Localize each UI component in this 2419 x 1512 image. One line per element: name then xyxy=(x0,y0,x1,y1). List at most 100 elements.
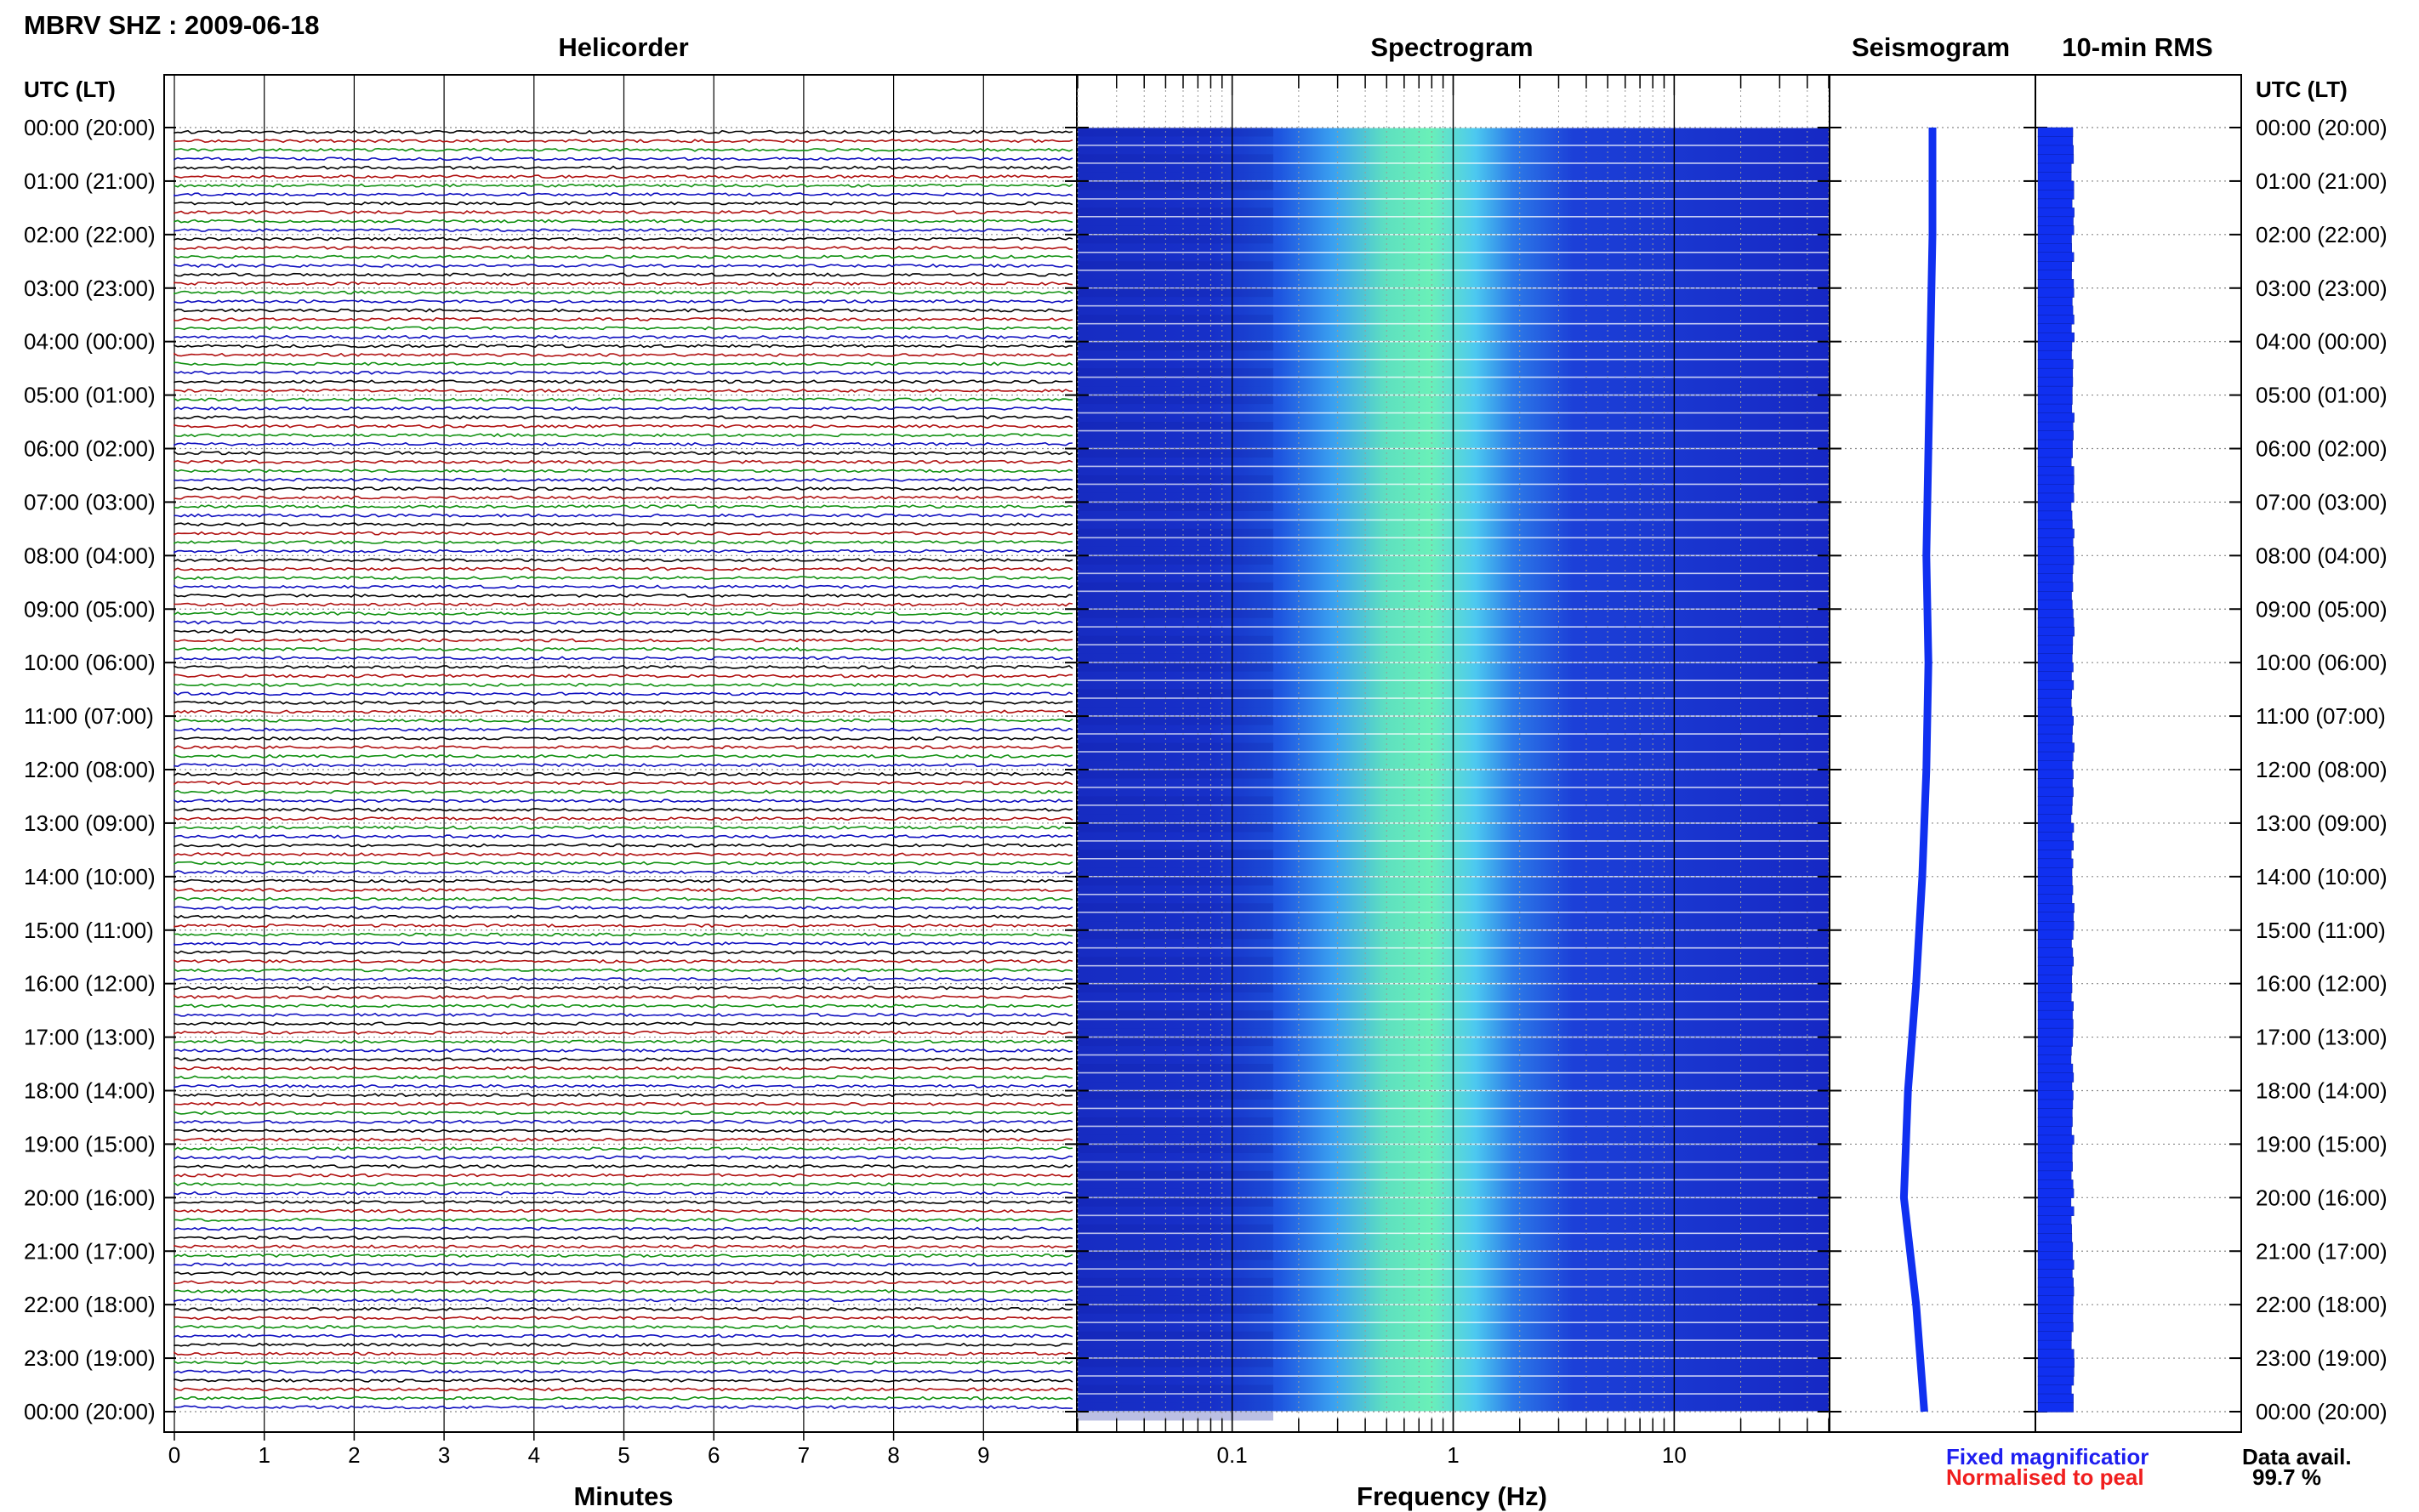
helicorder-trace xyxy=(174,308,1073,313)
rms-bar xyxy=(2037,992,2072,1003)
helicorder-trace xyxy=(174,799,1073,804)
helicorder-trace xyxy=(174,1395,1073,1401)
spectrogram-lowfreq-band xyxy=(1078,822,1273,833)
rms-bar xyxy=(2037,689,2072,699)
spectrogram-lowfreq-band xyxy=(1078,528,1273,538)
rms-bar xyxy=(2037,787,2074,798)
rms-bar xyxy=(2037,804,2073,816)
time-tick-label-right: 01:00 (21:00) xyxy=(2256,168,2388,194)
helicorder-trace xyxy=(174,1012,1073,1017)
helicorder-trace xyxy=(174,628,1073,634)
helicorder-trace xyxy=(174,344,1073,349)
spectrogram-lowfreq-band xyxy=(1078,359,1273,369)
rms-bar xyxy=(2037,1251,2073,1261)
helicorder-trace xyxy=(174,281,1073,287)
data-availability-label: Data avail. xyxy=(2242,1444,2352,1469)
helicorder-trace xyxy=(174,219,1073,224)
helicorder-trace xyxy=(174,584,1073,589)
rms-bar xyxy=(2037,876,2073,887)
spectrogram-lowfreq-band xyxy=(1078,840,1273,850)
helicorder-trace xyxy=(174,1200,1073,1205)
spectrogram-lowfreq-band xyxy=(1078,573,1273,583)
rms-bar xyxy=(2037,555,2075,566)
rms-bar xyxy=(2037,305,2074,315)
time-tick-label-right: 18:00 (14:00) xyxy=(2256,1078,2388,1104)
time-tick-label-left: 17:00 (13:00) xyxy=(24,1025,156,1050)
helicorder-trace xyxy=(174,638,1073,643)
time-tick-label-left: 19:00 (15:00) xyxy=(24,1131,156,1157)
helicorder-trace xyxy=(174,450,1073,456)
minute-tick-label: 8 xyxy=(887,1442,899,1468)
rms-bar xyxy=(2037,644,2073,655)
rms-panel xyxy=(2035,74,2242,1433)
rms-bar xyxy=(2037,715,2074,726)
helicorder-trace xyxy=(174,531,1073,536)
spectrogram-lowfreq-band xyxy=(1078,1170,1273,1180)
helicorder-trace xyxy=(174,1316,1073,1321)
rms-bar xyxy=(2037,582,2074,592)
minute-tick-label: 4 xyxy=(528,1442,540,1468)
helicorder-trace xyxy=(174,727,1073,732)
rms-bar xyxy=(2037,367,2074,378)
helicorder-trace xyxy=(174,1271,1073,1276)
helicorder-trace xyxy=(174,620,1073,625)
rms-bar xyxy=(2037,885,2074,895)
helicorder-trace xyxy=(174,1164,1073,1169)
rms-bar xyxy=(2037,1019,2074,1029)
spectrogram-lowfreq-band xyxy=(1078,1402,1273,1412)
spectrogram-lowfreq-band xyxy=(1078,1305,1273,1314)
spectrogram-lowfreq-band xyxy=(1078,1322,1273,1332)
rms-bar xyxy=(2037,1242,2074,1252)
helicorder-trace xyxy=(174,968,1073,973)
helicorder-trace xyxy=(174,1298,1073,1303)
rms-bar xyxy=(2037,1322,2074,1333)
spectrogram-lowfreq-band xyxy=(1078,662,1273,672)
rms-bar xyxy=(2037,475,2075,486)
spectrogram-lowfreq-band xyxy=(1078,412,1273,423)
spectrogram-lowfreq-band xyxy=(1078,1179,1273,1189)
spectrogram-lowfreq-band xyxy=(1078,1340,1273,1350)
spectrogram-lowfreq-band xyxy=(1078,457,1273,467)
helicorder-trace xyxy=(174,1306,1073,1311)
time-tick-label-left: 07:00 (03:00) xyxy=(24,489,156,514)
spectrogram-lowfreq-band xyxy=(1078,333,1273,342)
helicorder-trace xyxy=(174,228,1073,233)
rms-bar xyxy=(2037,751,2074,762)
spectrogram-lowfreq-band xyxy=(1078,725,1273,735)
helicorder-trace xyxy=(174,887,1073,893)
rms-bar xyxy=(2037,1339,2072,1350)
frequency-tick-label: 10 xyxy=(1662,1442,1687,1468)
spectrogram-lowfreq-band xyxy=(1078,1384,1273,1395)
spectrogram-lowfreq-band xyxy=(1078,323,1273,333)
spectrogram-lowfreq-band xyxy=(1078,796,1273,805)
rms-bar xyxy=(2037,510,2073,521)
time-axis-label-left: UTC (LT) xyxy=(24,77,116,102)
time-tick-label-right: 17:00 (13:00) xyxy=(2256,1025,2388,1050)
rms-bar xyxy=(2037,1277,2074,1287)
rms-bar xyxy=(2037,162,2072,173)
spectrogram-lowfreq-band xyxy=(1078,689,1273,699)
helicorder-trace xyxy=(174,1191,1073,1196)
spectrogram-lowfreq-band xyxy=(1078,546,1273,556)
spectrogram-lowfreq-band xyxy=(1078,422,1273,431)
spectrogram-panel xyxy=(1076,74,1830,1433)
rms-bar xyxy=(2037,1063,2074,1074)
spectrogram-lowfreq-band xyxy=(1078,243,1273,253)
helicorder-trace xyxy=(174,370,1073,375)
rms-bar xyxy=(2037,1081,2073,1092)
rms-bar xyxy=(2037,243,2072,253)
spectrogram-lowfreq-band xyxy=(1078,484,1273,493)
spectrogram-lowfreq-band xyxy=(1078,386,1273,395)
rms-bar xyxy=(2037,1162,2073,1172)
helicorder-trace xyxy=(174,861,1073,866)
spectrogram-lowfreq-band xyxy=(1078,1251,1273,1260)
rms-bar xyxy=(2037,323,2072,333)
rms-bar xyxy=(2037,385,2073,396)
rms-bar xyxy=(2037,814,2072,824)
rms-bar xyxy=(2037,617,2075,628)
rms-bar xyxy=(2037,947,2074,958)
rms-bar xyxy=(2037,448,2073,458)
helicorder-x-ticks: 0 1 2 3 4 5 6 7 8 9 xyxy=(168,1432,990,1468)
rms-bar xyxy=(2037,546,2075,557)
rms-bar xyxy=(2037,1206,2075,1217)
